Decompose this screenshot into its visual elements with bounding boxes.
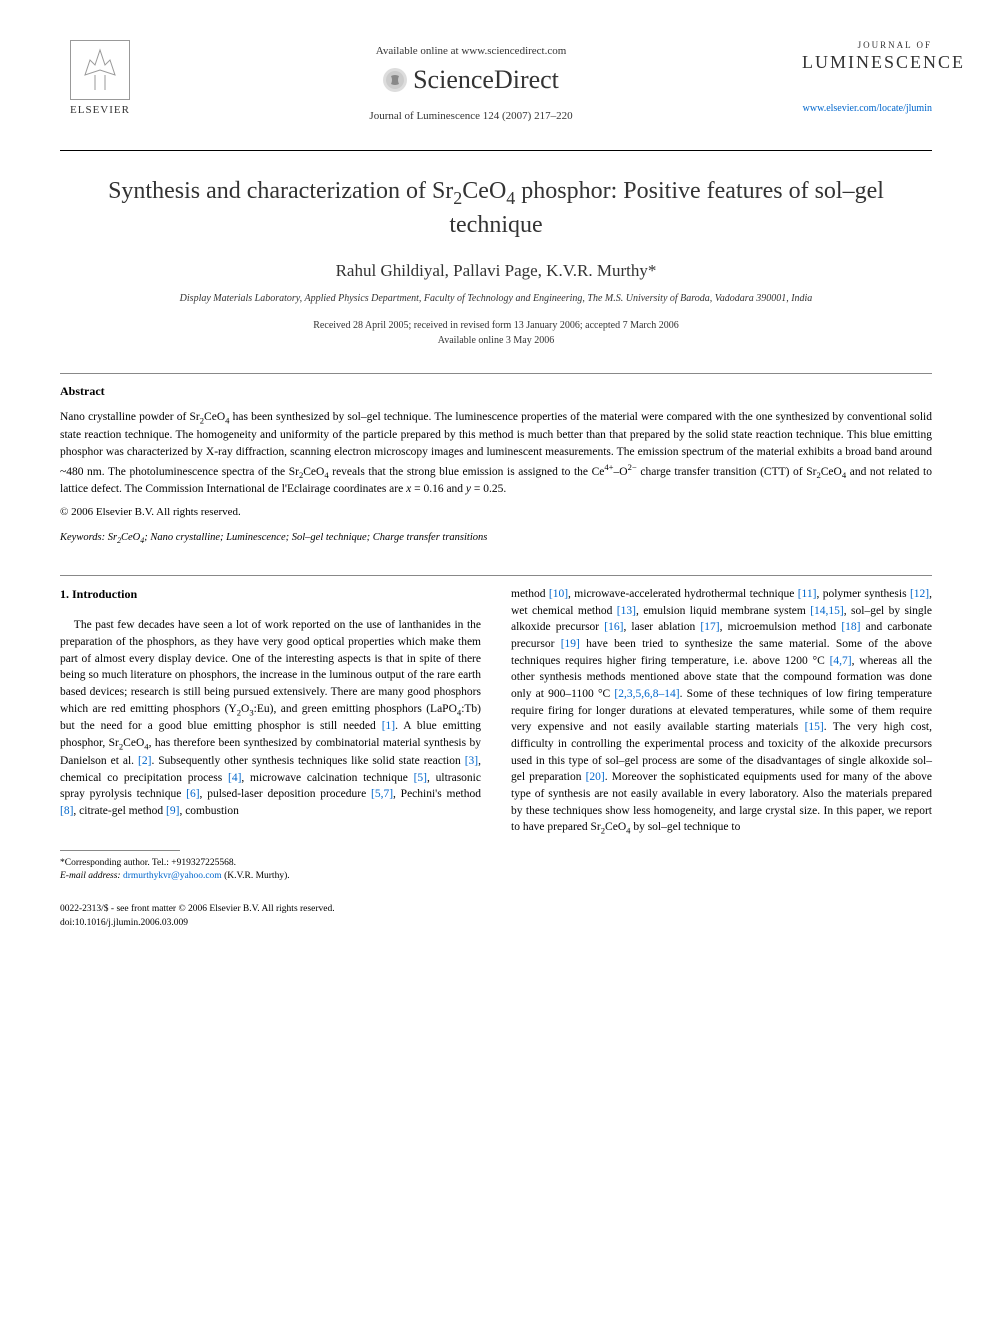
abstract-text: Nano crystalline powder of Sr2CeO4 has b… <box>60 409 932 497</box>
keywords-bottom-divider <box>60 575 932 576</box>
corresponding-email-line: E-mail address: drmurthykvr@yahoo.com (K… <box>60 870 481 883</box>
doi-line: doi:10.1016/j.jlumin.2006.03.009 <box>60 917 932 930</box>
issn-line: 0022-2313/$ - see front matter © 2006 El… <box>60 903 932 916</box>
center-header: Available online at www.sciencedirect.co… <box>140 40 802 122</box>
footnote-separator <box>60 850 180 851</box>
page-footer: 0022-2313/$ - see front matter © 2006 El… <box>60 903 932 930</box>
right-column: method [10], microwave-accelerated hydro… <box>511 586 932 883</box>
email-link[interactable]: drmurthykvr@yahoo.com <box>123 871 222 881</box>
body-columns: 1. Introduction The past few decades hav… <box>60 586 932 883</box>
abstract-copyright: © 2006 Elsevier B.V. All rights reserved… <box>60 506 932 518</box>
introduction-heading: 1. Introduction <box>60 586 481 603</box>
journal-name: LUMINESCENCE <box>802 52 932 73</box>
corresponding-author-footnote: *Corresponding author. Tel.: +9193272255… <box>60 857 481 884</box>
article-affiliation: Display Materials Laboratory, Applied Ph… <box>60 293 932 304</box>
article-dates: Received 28 April 2005; received in revi… <box>60 318 932 348</box>
abstract-heading: Abstract <box>60 384 932 399</box>
corresponding-tel: *Corresponding author. Tel.: +9193272255… <box>60 857 481 870</box>
received-date: Received 28 April 2005; received in revi… <box>60 318 932 333</box>
journal-logo-block: JOURNAL OF LUMINESCENCE www.elsevier.com… <box>802 40 932 114</box>
available-date: Available online 3 May 2006 <box>60 333 932 348</box>
email-label: E-mail address: <box>60 871 121 881</box>
journal-of-text: JOURNAL OF <box>802 40 932 50</box>
article-title: Synthesis and characterization of Sr2CeO… <box>60 176 932 241</box>
journal-reference: Journal of Luminescence 124 (2007) 217–2… <box>140 110 802 122</box>
page-header: ELSEVIER Available online at www.science… <box>60 40 932 130</box>
abstract-top-divider <box>60 373 932 374</box>
left-column: 1. Introduction The past few decades hav… <box>60 586 481 883</box>
article-authors: Rahul Ghildiyal, Pallavi Page, K.V.R. Mu… <box>60 261 932 281</box>
keywords-text: Sr2CeO4; Nano crystalline; Luminescence;… <box>108 532 488 543</box>
elsevier-text: ELSEVIER <box>70 104 130 116</box>
email-author-suffix: (K.V.R. Murthy). <box>224 871 290 881</box>
keywords-label: Keywords: <box>60 532 105 543</box>
sciencedirect-logo: ScienceDirect <box>140 65 802 95</box>
sciencedirect-text: ScienceDirect <box>413 65 559 95</box>
keywords-block: Keywords: Sr2CeO4; Nano crystalline; Lum… <box>60 532 932 545</box>
intro-paragraph-right: method [10], microwave-accelerated hydro… <box>511 586 932 837</box>
elsevier-tree-icon <box>70 40 130 100</box>
header-divider <box>60 150 932 151</box>
available-online-text: Available online at www.sciencedirect.co… <box>140 45 802 57</box>
elsevier-logo: ELSEVIER <box>60 40 140 130</box>
journal-website-link[interactable]: www.elsevier.com/locate/jlumin <box>802 103 932 114</box>
sciencedirect-icon <box>383 68 407 92</box>
intro-paragraph-left: The past few decades have seen a lot of … <box>60 617 481 819</box>
